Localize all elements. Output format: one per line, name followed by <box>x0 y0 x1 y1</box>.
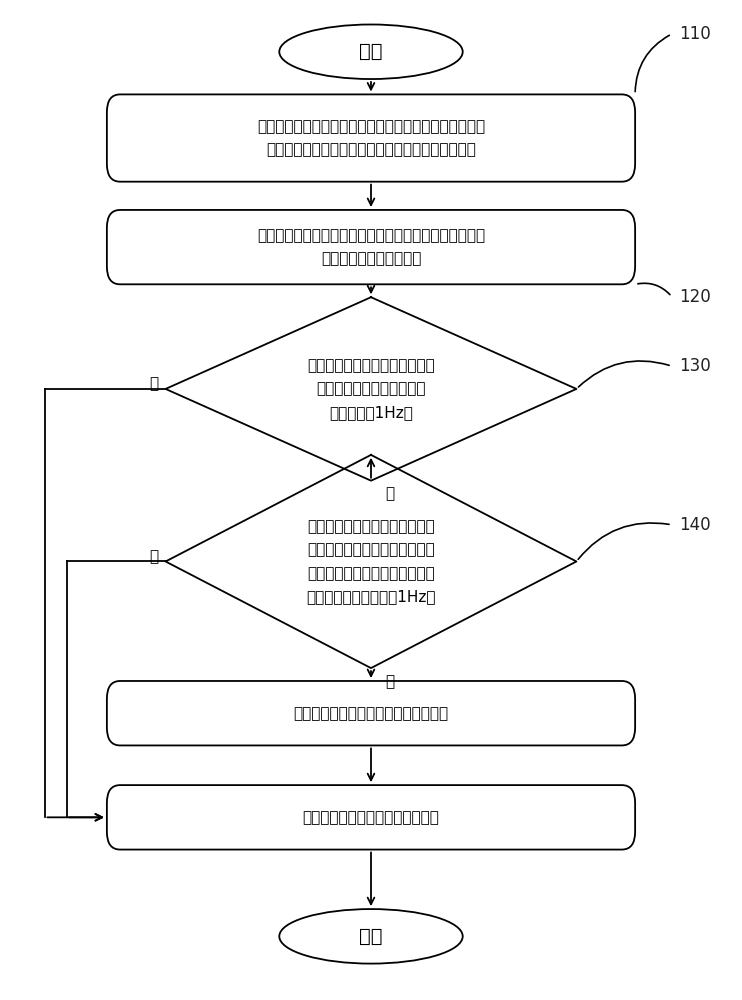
Polygon shape <box>165 455 577 668</box>
FancyBboxPatch shape <box>107 681 635 745</box>
FancyBboxPatch shape <box>107 785 635 850</box>
Text: 是: 是 <box>386 674 395 689</box>
Text: 否: 否 <box>149 549 158 564</box>
Text: 否: 否 <box>149 376 158 391</box>
FancyBboxPatch shape <box>107 94 635 182</box>
Text: 则认为变频器处理零速状态，直接启动: 则认为变频器处理零速状态，直接启动 <box>293 706 449 721</box>
Text: 采样变频器的线电压，并将采样的线电压处理为适应数字
信号处理器的正电压同时输出到所述数字信号处理器: 采样变频器的线电压，并将采样的线电压处理为适应数字 信号处理器的正电压同时输出到… <box>257 119 485 157</box>
Text: 是: 是 <box>386 487 395 502</box>
Ellipse shape <box>279 24 463 79</box>
Text: 结束: 结束 <box>359 927 383 946</box>
Text: 120: 120 <box>679 288 711 306</box>
Text: 开始: 开始 <box>359 42 383 61</box>
Text: 则按变频器的当前频率启动变频器: 则按变频器的当前频率启动变频器 <box>303 810 439 825</box>
FancyBboxPatch shape <box>107 210 635 284</box>
Text: 130: 130 <box>679 357 711 375</box>
Text: 140: 140 <box>679 516 711 534</box>
Ellipse shape <box>279 909 463 964</box>
Text: 则对所述变频器进行激磁处理，
按上述步骤采样变频器的线电压
并判断处理后的线电压对应的方
波信号的频率是否小于1Hz；: 则对所述变频器进行激磁处理， 按上述步骤采样变频器的线电压 并判断处理后的线电压… <box>306 519 436 604</box>
Text: 计算所述方波电压信号的频率，
判断所述方波电压信号的频
率是否小于1Hz；: 计算所述方波电压信号的频率， 判断所述方波电压信号的频 率是否小于1Hz； <box>307 358 435 420</box>
Polygon shape <box>165 297 577 481</box>
Text: 110: 110 <box>679 25 711 43</box>
Text: 采用软件滞环法对输出到所述数字信号处理器的正电压进
行整形得到方波电压信号: 采用软件滞环法对输出到所述数字信号处理器的正电压进 行整形得到方波电压信号 <box>257 228 485 266</box>
